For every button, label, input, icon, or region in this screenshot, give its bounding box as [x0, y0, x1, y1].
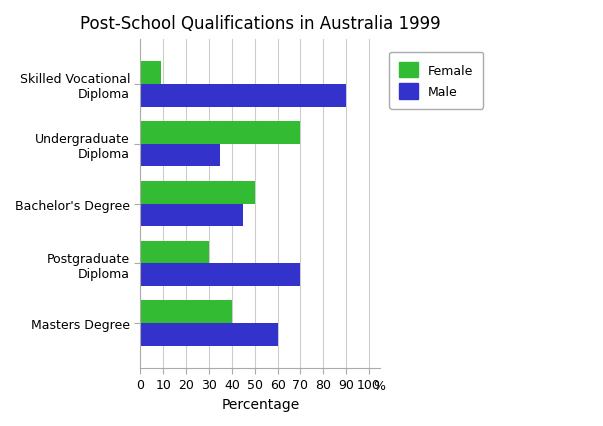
- Bar: [140, 181, 254, 204]
- Bar: [140, 301, 232, 323]
- Bar: [140, 204, 243, 227]
- Bar: [140, 241, 209, 264]
- Bar: [140, 264, 300, 286]
- Legend: Female, Male: Female, Male: [389, 53, 483, 109]
- Bar: [140, 144, 221, 167]
- Bar: [140, 62, 161, 85]
- Title: Post-School Qualifications in Australia 1999: Post-School Qualifications in Australia …: [80, 15, 441, 33]
- Bar: [140, 122, 300, 144]
- X-axis label: Percentage: Percentage: [221, 397, 300, 411]
- Bar: [140, 85, 346, 107]
- Bar: [140, 323, 277, 346]
- Text: %: %: [374, 379, 385, 392]
